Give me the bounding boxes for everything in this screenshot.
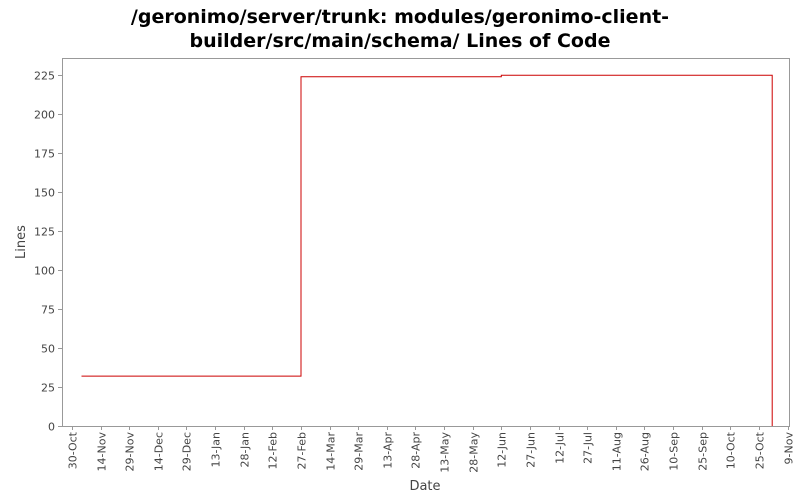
x-tick-label: 30-Oct: [67, 431, 80, 469]
chart-title: /geronimo/server/trunk: modules/geronimo…: [131, 6, 669, 52]
y-tick-label: 75: [41, 304, 55, 317]
x-tick-label: 27-Jul: [582, 432, 595, 464]
y-tick-label: 150: [34, 187, 55, 200]
y-tick-label: 0: [48, 421, 55, 434]
x-tick-label: 13-Apr: [382, 432, 395, 469]
x-tick-label: 25-Oct: [754, 431, 767, 469]
x-tick-label: 26-Aug: [639, 432, 652, 471]
x-tick-label: 28-May: [468, 432, 481, 473]
plot-area: [62, 58, 790, 427]
x-tick-label: 12-Feb: [267, 432, 280, 469]
x-tick-label: 10-Sep: [668, 432, 681, 471]
x-axis-label: Date: [409, 479, 440, 494]
y-axis-label: Lines: [14, 225, 29, 259]
y-tick-label: 175: [34, 148, 55, 161]
x-tick-label: 13-Jan: [210, 432, 223, 468]
y-tick-label: 100: [34, 265, 55, 278]
x-tick-label: 27-Jun: [525, 432, 538, 468]
y-tick-label: 200: [34, 109, 55, 122]
y-tick-label: 50: [41, 343, 55, 356]
x-tick-label: 14-Dec: [153, 432, 166, 471]
x-tick-label: 29-Mar: [353, 432, 366, 471]
series-layer: [81, 74, 773, 426]
chart-title-line: builder/src/main/schema/ Lines of Code: [190, 30, 611, 52]
x-tick-label: 28-Jan: [239, 432, 252, 468]
y-tick-label: 125: [34, 226, 55, 239]
chart-title-line: /geronimo/server/trunk: modules/geronimo…: [131, 6, 669, 28]
x-tick-label: 14-Nov: [96, 432, 109, 472]
x-tick-label: 12-Jul: [554, 432, 567, 464]
x-tick-label: 13-May: [439, 432, 452, 473]
x-tick-label: 9-Nov: [783, 432, 796, 465]
x-tick-label: 12-Jun: [496, 432, 509, 468]
x-tick-label: 11-Aug: [611, 432, 624, 471]
y-axis: 0 25 50 75 100 125 150 175 200 225: [34, 70, 62, 434]
series-line: [81, 74, 773, 426]
x-tick-label: 28-Apr: [410, 432, 423, 469]
x-tick-label: 29-Nov: [124, 432, 137, 472]
x-tick-label: 25-Sep: [697, 432, 710, 471]
x-tick-label: 27-Feb: [296, 432, 309, 469]
x-axis: 30-Oct 14-Nov 29-Nov 14-Dec 29-Dec 13-Jan 28-J…: [67, 426, 796, 473]
y-tick-label: 225: [34, 70, 55, 83]
y-tick-label: 25: [41, 382, 55, 395]
x-tick-label: 29-Dec: [181, 432, 194, 471]
x-tick-label: 10-Oct: [725, 431, 738, 469]
x-tick-label: 14-Mar: [325, 432, 338, 471]
